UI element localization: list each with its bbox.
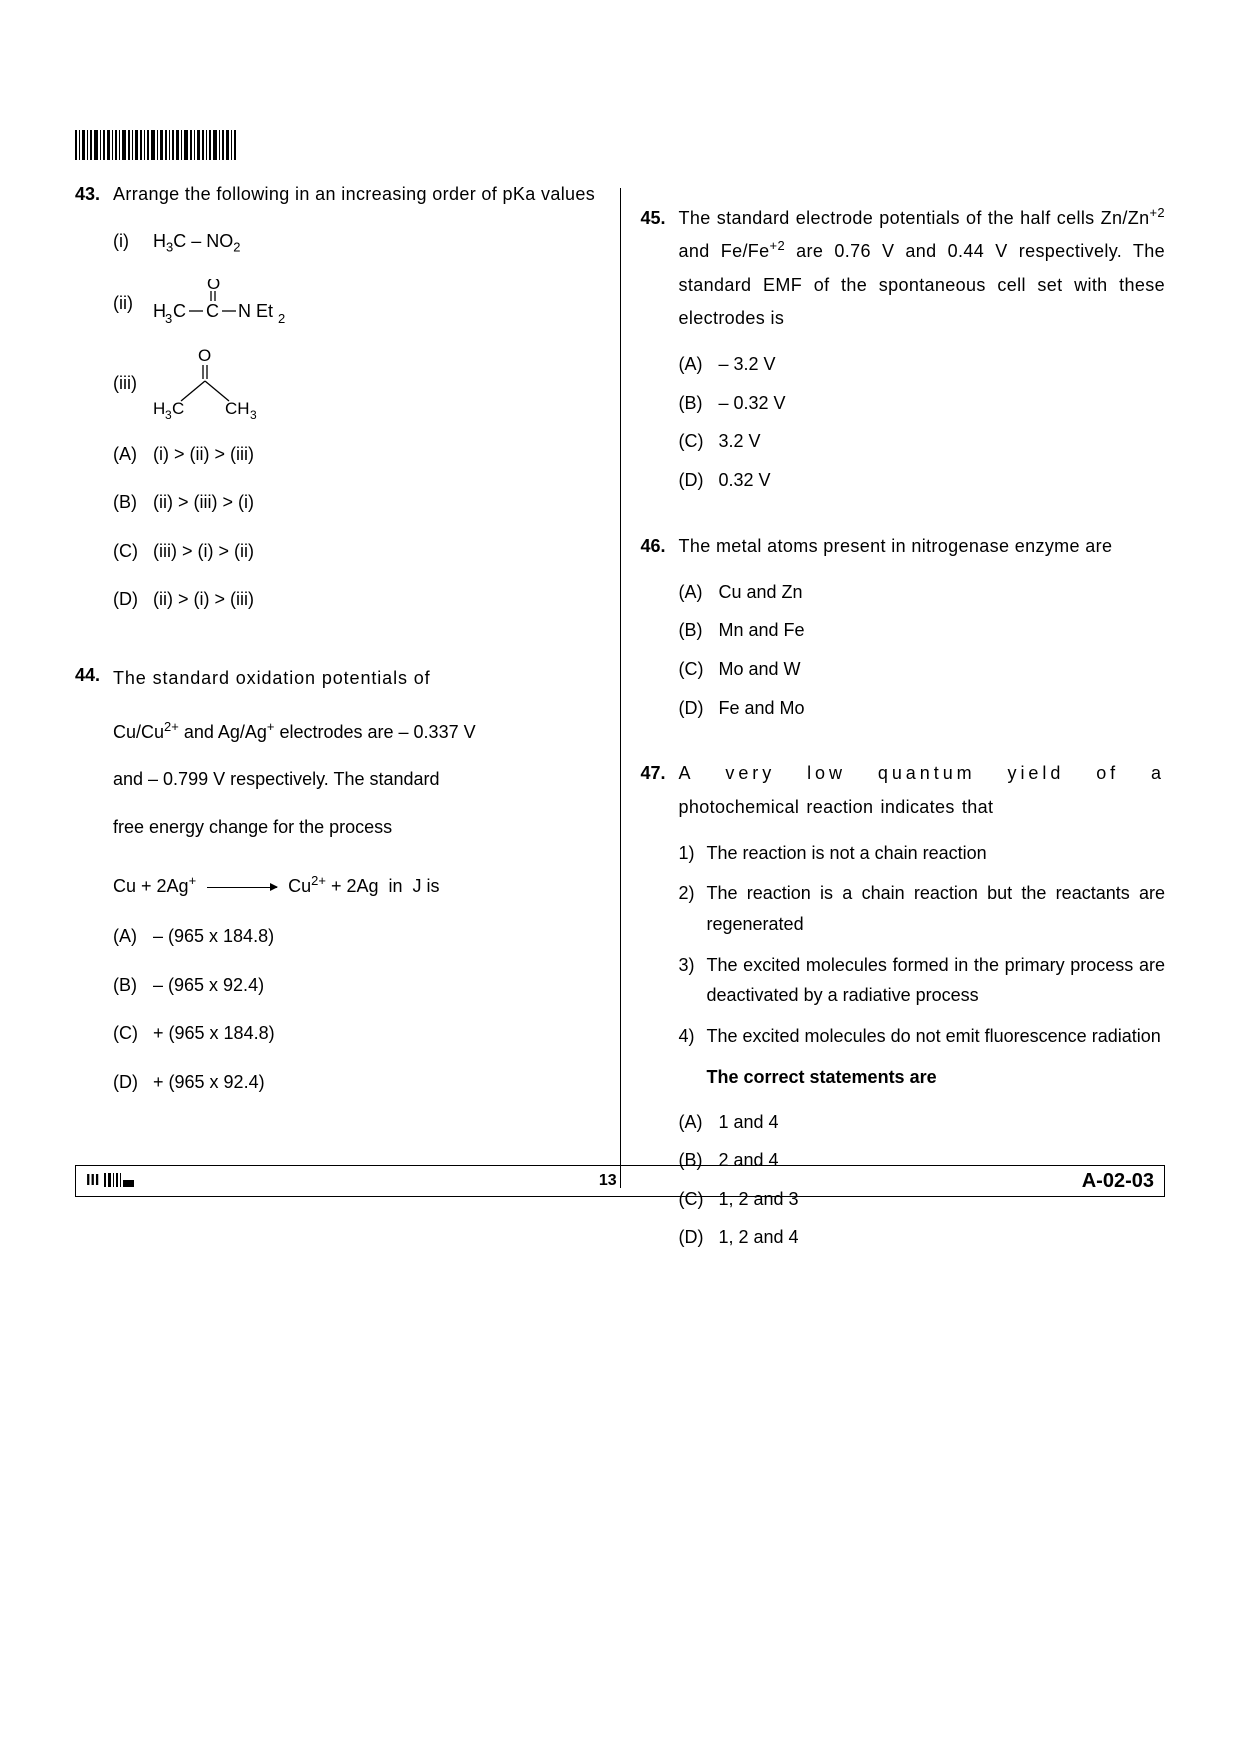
question-44: 44. The standard oxidation potentials of… [75,659,600,1115]
option-c: (C)3.2 V [679,426,1166,457]
left-column: 43. Arrange the following in an increasi… [75,178,620,1228]
question-text: and – 0.799 V respectively. The standard [113,760,600,800]
svg-text:3: 3 [165,311,172,326]
question-number: 43. [75,178,113,633]
option-a: (A)1 and 4 [679,1107,1166,1138]
chem-formula: H 3 C C O N Et 2 [153,279,293,329]
svg-text:3: 3 [250,408,257,419]
barcode-icon [75,130,1165,160]
question-text: Cu/Cu2+ and Ag/Ag+ electrodes are – 0.33… [113,713,600,753]
question-46: 46. The metal atoms present in nitrogena… [641,530,1166,732]
question-43: 43. Arrange the following in an increasi… [75,178,600,633]
svg-text:H: H [153,399,165,418]
page-footer: III 13 A-02-03 [75,1165,1165,1197]
options: (A)– (965 x 184.8) (B)– (965 x 92.4) (C)… [113,921,600,1097]
option-a: (A)– 3.2 V [679,349,1166,380]
options: (A)Cu and Zn (B)Mn and Fe (C)Mo and W (D… [679,577,1166,723]
svg-text:C: C [173,301,186,321]
equation: Cu + 2Ag+ Cu2+ + 2Ag in J is [113,867,600,907]
statement-3: 3)The excited molecules formed in the pr… [679,950,1166,1011]
option-a: (A)– (965 x 184.8) [113,921,600,952]
option-c: (C)(iii) > (i) > (ii) [113,536,600,567]
question-text: The metal atoms present in nitrogenase e… [679,530,1166,563]
svg-text:2: 2 [278,311,285,326]
question-45: 45. The standard electrode potentials of… [641,202,1166,504]
svg-text:N Et: N Et [238,301,273,321]
mini-barcode-icon [104,1172,134,1188]
right-column: 45. The standard electrode potentials of… [621,178,1166,1228]
roman-item-iii: (iii) O H 3 C [113,349,600,419]
question-number: 44. [75,659,113,1115]
option-d: (D)0.32 V [679,465,1166,496]
option-a: (A)(i) > (ii) > (iii) [113,439,600,470]
page-number: 13 [134,1172,1082,1190]
question-number: 45. [641,202,679,504]
footer-left: III [86,1172,134,1190]
option-d: (D)Fe and Mo [679,693,1166,724]
chem-formula: H3C – NO2 [153,225,240,258]
statement-1: 1)The reaction is not a chain reaction [679,838,1166,869]
options: (A)(i) > (ii) > (iii) (B)(ii) > (iii) > … [113,439,600,615]
question-text: Arrange the following in an increasing o… [113,178,600,211]
svg-text:C: C [206,301,219,321]
svg-text:3: 3 [165,408,172,419]
svg-text:CH: CH [225,399,250,418]
svg-text:C: C [172,399,184,418]
statement-list: 1)The reaction is not a chain reaction 2… [679,838,1166,1052]
option-d: (D)1, 2 and 4 [679,1222,1166,1253]
question-text: The standard oxidation potentials of [113,659,600,699]
question-number: 46. [641,530,679,732]
svg-text:O: O [207,279,220,293]
footer-right: A-02-03 [1082,1170,1154,1193]
option-b: (B)Mn and Fe [679,615,1166,646]
option-c: (C)+ (965 x 184.8) [113,1018,600,1049]
question-text: The standard electrode potentials of the… [679,202,1166,335]
option-d: (D)+ (965 x 92.4) [113,1067,600,1098]
correct-header: The correct statements are [707,1061,1166,1094]
option-b: (B)– (965 x 92.4) [113,970,600,1001]
roman-item-ii: (ii) H 3 C C O [113,279,600,329]
question-text: free energy change for the process [113,808,600,848]
option-b: (B)(ii) > (iii) > (i) [113,487,600,518]
arrow-icon [207,887,277,888]
option-d: (D)(ii) > (i) > (iii) [113,584,600,615]
statement-4: 4)The excited molecules do not emit fluo… [679,1021,1166,1052]
option-a: (A)Cu and Zn [679,577,1166,608]
exam-page: 43. Arrange the following in an increasi… [0,0,1240,1754]
roman-item-i: (i) H3C – NO2 [113,225,600,258]
svg-text:O: O [198,349,211,365]
option-c: (C)Mo and W [679,654,1166,685]
chem-formula: O H 3 C CH 3 [153,349,263,419]
roman-list: (i) H3C – NO2 (ii) H 3 C [113,225,600,418]
question-text: A very low quantum yield of a photochemi… [679,757,1166,824]
statement-2: 2)The reaction is a chain reaction but t… [679,878,1166,939]
options: (A)– 3.2 V (B)– 0.32 V (C)3.2 V (D)0.32 … [679,349,1166,495]
content-columns: 43. Arrange the following in an increasi… [75,178,1165,1228]
option-b: (B)– 0.32 V [679,388,1166,419]
